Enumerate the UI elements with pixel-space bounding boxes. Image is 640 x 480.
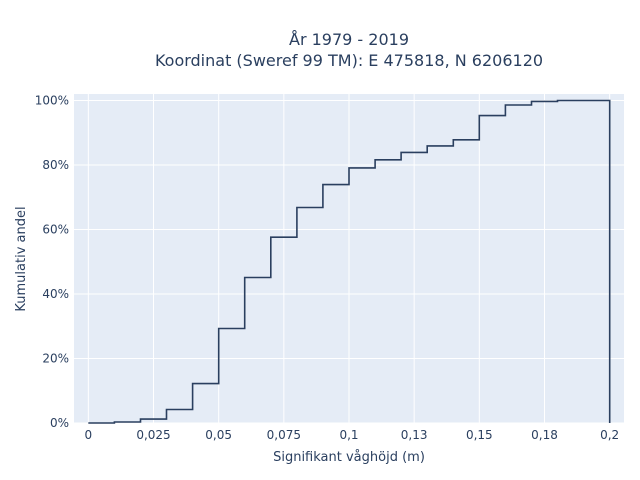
x-tick-label: 0,18 — [531, 428, 558, 442]
x-tick-label: 0,05 — [205, 428, 232, 442]
y-tick-label: 80% — [42, 158, 69, 172]
x-tick-label: 0,1 — [339, 428, 358, 442]
x-axis-title: Signifikant våghöjd (m) — [273, 450, 425, 465]
y-tick-label: 0% — [50, 416, 69, 430]
y-gridlines — [74, 99, 624, 424]
y-tick-label: 60% — [42, 222, 69, 236]
x-tick-label: 0,075 — [267, 428, 301, 442]
x-tick-label: 0 — [85, 428, 93, 442]
chart-title: År 1979 - 2019 — [289, 30, 409, 49]
y-axis-title: Kumulativ andel — [14, 206, 29, 311]
y-tick-label: 40% — [42, 287, 69, 301]
x-tick-label: 0,025 — [136, 428, 170, 442]
chart-subtitle: Koordinat (Sweref 99 TM): E 475818, N 62… — [155, 51, 543, 70]
x-tick-labels: 0 0,025 0,05 0,075 0,1 0,13 0,15 0,18 0,2 — [85, 428, 620, 442]
x-tick-label: 0,15 — [466, 428, 493, 442]
y-tick-label: 100% — [35, 93, 69, 107]
x-tick-label: 0,2 — [600, 428, 619, 442]
cdf-series-line — [88, 99, 611, 424]
x-tick-label: 0,13 — [401, 428, 428, 442]
y-tick-labels: 0% 20% 40% 60% 80% 100% — [35, 93, 69, 430]
y-tick-label: 20% — [42, 351, 69, 365]
